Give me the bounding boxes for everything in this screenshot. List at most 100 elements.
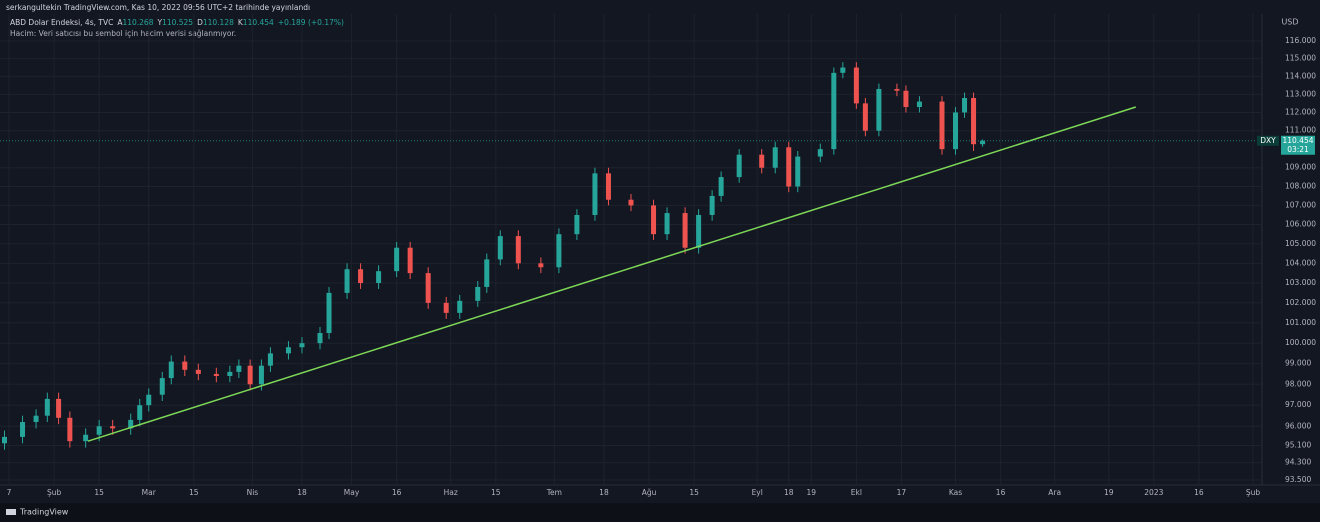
- candle-body: [443, 302, 449, 313]
- candle-body: [971, 97, 977, 145]
- legend-field-value: 110.268: [122, 18, 153, 27]
- y-tick-label: 114.000: [1285, 71, 1316, 80]
- logo-icon: [6, 509, 16, 515]
- candle-body: [817, 149, 823, 157]
- candle-body: [394, 247, 400, 272]
- candle-body: [20, 422, 26, 437]
- x-tick-label: Şub: [47, 488, 62, 497]
- candle-body: [605, 173, 611, 200]
- y-tick-label: 108.000: [1285, 181, 1316, 190]
- footer-bar: [0, 503, 1320, 522]
- candle-body: [159, 378, 165, 395]
- candle-body: [894, 88, 900, 91]
- y-tick-label: 103.000: [1285, 278, 1316, 287]
- price-box: [1281, 135, 1315, 155]
- footer: TradingView: [19, 508, 69, 517]
- x-tick-label: 15: [689, 488, 699, 497]
- candle-body: [96, 426, 102, 435]
- x-tick-label: Ağu: [642, 488, 657, 497]
- y-tick-label: 105.000: [1285, 239, 1316, 248]
- publisher: serkangultekin TradingView.com, Kas 10, …: [6, 3, 310, 12]
- y-tick-label: 112.000: [1285, 107, 1316, 116]
- trendline: [87, 106, 1137, 442]
- currency: USD: [1281, 18, 1298, 27]
- candle-body: [862, 103, 868, 131]
- x-tick-label: Ara: [1048, 488, 1061, 497]
- y-tick-label: 111.000: [1285, 126, 1316, 135]
- candle-body: [592, 173, 598, 215]
- x-tick-label: Nis: [247, 488, 259, 497]
- y-tick-label: 99.000: [1285, 359, 1311, 368]
- legend-field-label: D: [197, 18, 203, 27]
- candle-body: [267, 353, 273, 366]
- y-tick-label: 95.100: [1285, 440, 1311, 449]
- candle-body: [916, 101, 922, 108]
- x-tick-label: Eyl: [752, 488, 763, 497]
- legend-symbol: ABD Dolar Endeksi, 4s, TVC: [10, 18, 113, 27]
- price-symbol: DXY: [1260, 136, 1276, 145]
- candle-body: [457, 300, 463, 313]
- candle-body: [772, 147, 778, 168]
- x-tick-label: 19: [1104, 488, 1114, 497]
- x-tick-label: 2023: [1144, 488, 1163, 497]
- candle-body: [56, 398, 62, 418]
- candle-body: [840, 67, 846, 73]
- y-tick-label: 113.000: [1285, 89, 1316, 98]
- candle-body: [407, 247, 413, 274]
- candle-body: [182, 361, 188, 370]
- y-tick-label: 102.000: [1285, 298, 1316, 307]
- candle-body: [736, 154, 742, 178]
- y-tick-label: 109.000: [1285, 163, 1316, 172]
- y-tick-label: 101.000: [1285, 318, 1316, 327]
- x-tick-label: 16: [1194, 488, 1204, 497]
- y-tick-label: 107.000: [1285, 200, 1316, 209]
- y-tick-label: 93.500: [1285, 475, 1311, 484]
- x-tick-label: 18: [599, 488, 609, 497]
- candle-body: [628, 199, 634, 206]
- candle-body: [425, 273, 431, 303]
- candle-body: [213, 373, 219, 377]
- candle-body: [682, 213, 688, 248]
- candle-body: [556, 234, 562, 268]
- legend-field-label: K: [238, 18, 244, 27]
- x-tick-label: 15: [189, 488, 199, 497]
- candle-body: [137, 405, 143, 420]
- candle-body: [258, 365, 264, 385]
- y-tick-label: 116.000: [1285, 36, 1316, 45]
- y-tick-label: 98.000: [1285, 379, 1311, 388]
- candle-body: [696, 214, 702, 248]
- candle-body: [358, 269, 364, 283]
- candle-body: [475, 286, 481, 301]
- y-tick-label: 106.000: [1285, 220, 1316, 229]
- candle-body: [853, 67, 859, 104]
- x-tick-label: 19: [807, 488, 817, 497]
- candle-body: [44, 398, 50, 416]
- candle-body: [962, 97, 968, 113]
- candle-body: [515, 236, 521, 264]
- candle-body: [195, 369, 201, 374]
- x-tick-label: May: [344, 488, 360, 497]
- candle-body: [128, 419, 134, 429]
- candle-body: [718, 177, 724, 196]
- x-tick-label: 16: [996, 488, 1006, 497]
- candle-body: [651, 205, 657, 235]
- candle-body: [146, 394, 152, 406]
- y-tick-label: 100.000: [1285, 338, 1316, 347]
- y-tick-label: 97.000: [1285, 400, 1311, 409]
- y-tick-label: 96.000: [1285, 421, 1311, 430]
- candle-body: [299, 343, 305, 348]
- candle-body: [2, 436, 8, 444]
- x-tick-label: 15: [491, 488, 501, 497]
- x-tick-label: Mar: [142, 488, 157, 497]
- candle-body: [317, 333, 323, 344]
- x-tick-label: 18: [297, 488, 307, 497]
- x-tick-label: Tem: [546, 488, 562, 497]
- candle-body: [709, 195, 715, 215]
- candle-body: [326, 292, 332, 334]
- candle-body: [759, 154, 765, 168]
- price-value: 110.454: [1282, 136, 1313, 145]
- candle-body: [83, 434, 89, 442]
- legend: ABD Dolar Endeksi, 4s, TVC A110.268 Y110.5…: [10, 18, 344, 27]
- logo: [6, 509, 16, 515]
